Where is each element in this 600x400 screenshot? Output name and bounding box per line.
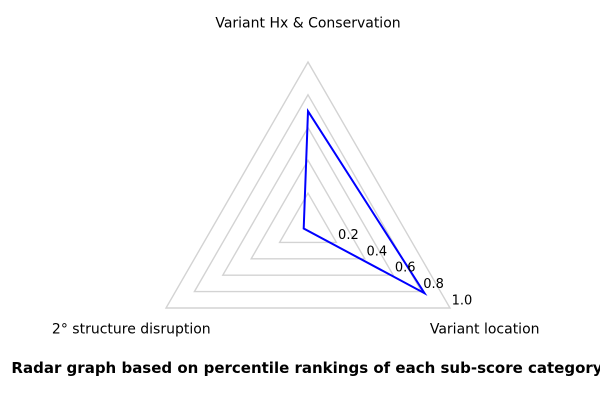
radar-data-polygon: [302, 107, 428, 296]
gridline-0.6: [221, 126, 395, 276]
axis-label-variant-location: Variant location: [430, 322, 540, 338]
gridline-0.2: [278, 191, 338, 244]
figure-title: Radar graph based on percentile rankings…: [11, 359, 600, 377]
gridline-0.4: [249, 158, 367, 260]
tick-label-0.6: 0.6: [395, 261, 416, 276]
tick-label-0.8: 0.8: [423, 277, 444, 292]
radar-gridlines: [164, 60, 452, 309]
gridline-1: [164, 60, 452, 309]
tick-label-0.4: 0.4: [366, 244, 387, 259]
axis-label-variant-hx-conservation: Variant Hx & Conservation: [215, 16, 400, 32]
tick-label-1.0: 1.0: [452, 294, 473, 309]
axis-label-structure-disruption: 2° structure disruption: [52, 322, 211, 338]
tick-label-0.2: 0.2: [338, 228, 359, 243]
radial-tick-labels: 0.2 0.4 0.6 0.8 1.0: [338, 228, 472, 309]
gridline-0.8: [193, 93, 423, 293]
